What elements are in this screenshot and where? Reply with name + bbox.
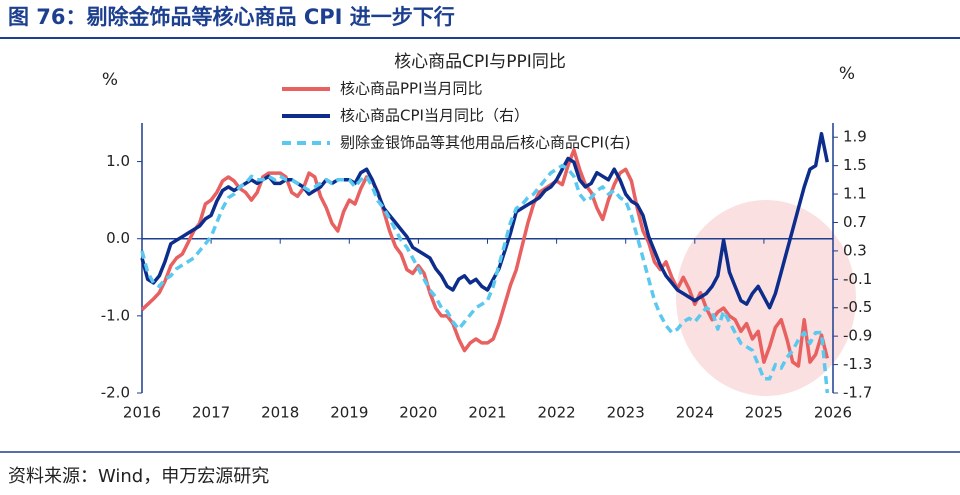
series-line bbox=[140, 131, 830, 310]
y2-tick-label: -0.5 bbox=[843, 298, 872, 316]
y-tick-label: -1.0 bbox=[101, 306, 130, 324]
legend-label: 剔除金银饰品等其他用品后核心商品CPI(右) bbox=[340, 134, 631, 152]
y2-tick-label: 1.1 bbox=[843, 185, 867, 203]
y2-tick-label: -1.7 bbox=[843, 384, 872, 402]
chart-title: 核心商品CPI与PPI同比 bbox=[394, 52, 566, 72]
series-line bbox=[140, 163, 830, 394]
y2-tick-label: 1.9 bbox=[843, 128, 867, 146]
x-tick-label: 2022 bbox=[538, 404, 576, 422]
y2-tick-label: 0.3 bbox=[843, 241, 867, 259]
y2-tick-label: -0.9 bbox=[843, 327, 872, 345]
y-tick-label: -2.0 bbox=[101, 384, 130, 402]
x-tick-label: 2026 bbox=[814, 404, 852, 422]
y-tick-label: 0.0 bbox=[106, 229, 130, 247]
y2-tick-label: 0.7 bbox=[843, 213, 867, 231]
y-tick-label: 1.0 bbox=[106, 152, 130, 170]
y2-axis-unit: % bbox=[839, 64, 855, 84]
y2-tick-label: -0.1 bbox=[843, 270, 872, 288]
source-note: 资料来源：Wind，申万宏源研究 bbox=[8, 466, 269, 487]
y2-tick-label: -1.3 bbox=[843, 355, 872, 373]
x-tick-label: 2025 bbox=[745, 404, 783, 422]
y2-tick-label: 1.5 bbox=[843, 156, 867, 174]
x-tick-label: 2023 bbox=[607, 404, 645, 422]
x-tick-label: 2021 bbox=[468, 404, 506, 422]
x-tick-label: 2024 bbox=[676, 404, 714, 422]
x-tick-label: 2017 bbox=[192, 404, 230, 422]
x-tick-label: 2018 bbox=[261, 404, 299, 422]
legend-label: 核心商品PPI当月同比 bbox=[340, 80, 483, 98]
figure-title: 图 76：剔除金饰品等核心商品 CPI 进一步下行 bbox=[8, 5, 455, 29]
y-axis-unit: % bbox=[102, 70, 118, 90]
x-tick-label: 2020 bbox=[399, 404, 437, 422]
legend-label: 核心商品CPI当月同比（右） bbox=[340, 107, 529, 125]
x-tick-label: 2016 bbox=[123, 404, 161, 422]
x-tick-label: 2019 bbox=[330, 404, 368, 422]
